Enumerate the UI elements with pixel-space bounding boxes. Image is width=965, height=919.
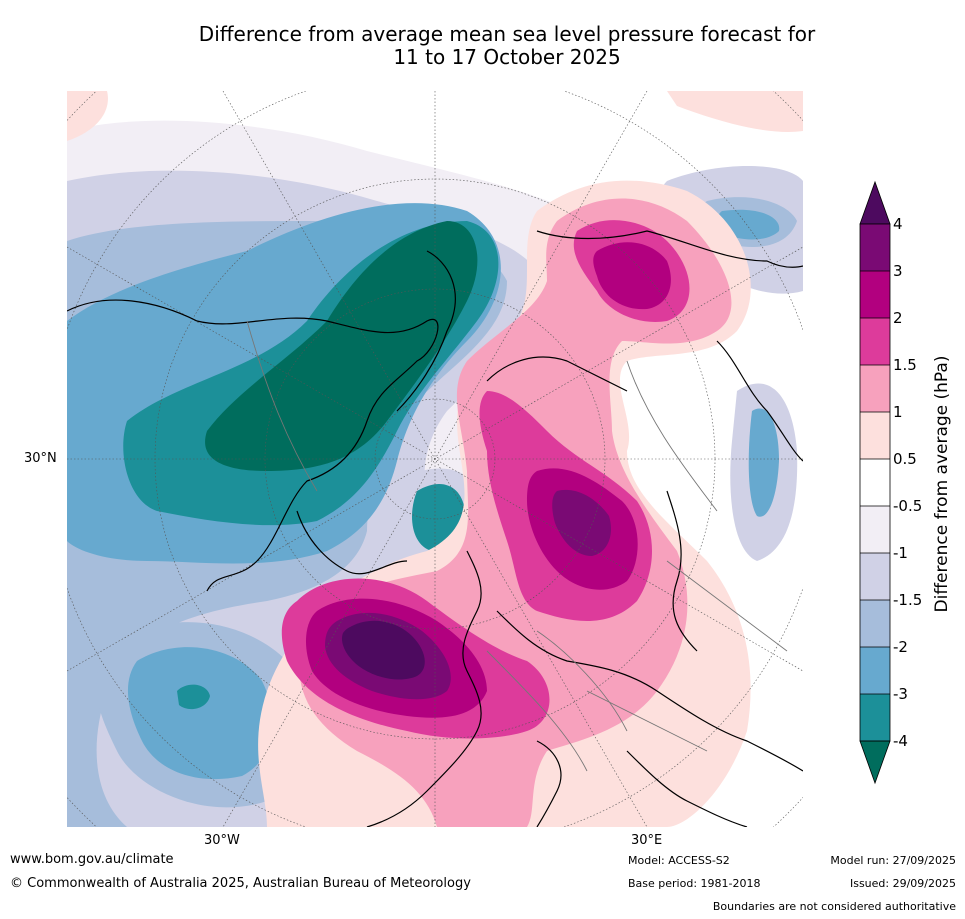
anomaly-gt4 xyxy=(341,620,425,680)
map-title-line2: 11 to 17 October 2025 xyxy=(393,45,621,69)
footer-disclaimer: Boundaries are not considered authoritat… xyxy=(712,900,956,913)
anomaly-sw-m3 xyxy=(127,647,273,780)
anomaly-lt-m4 xyxy=(205,221,478,471)
colorbar-extend-bottom xyxy=(859,740,891,785)
colorbar-neutral xyxy=(860,459,890,506)
footer-copyright: © Commonwealth of Australia 2025, Austra… xyxy=(10,876,471,891)
colorbar xyxy=(859,180,891,785)
footer-model: Model: ACCESS-S2 xyxy=(628,854,730,867)
colorbar-tick: -2 xyxy=(893,638,908,656)
anomaly-ne-p0_5 xyxy=(667,91,803,132)
colorbar-tick: -1 xyxy=(893,544,908,562)
colorbar-tick: 0.5 xyxy=(893,450,917,468)
graticule xyxy=(67,91,803,827)
lon-label-30w: 30°W xyxy=(204,833,240,848)
footer-base-period: Base period: 1981-2018 xyxy=(628,877,761,890)
footer-website: www.bom.gov.au/climate xyxy=(10,852,174,867)
colorbar-tick: 4 xyxy=(893,215,903,233)
borders xyxy=(246,320,788,772)
colorbar-1_5_2 xyxy=(860,318,890,365)
colorbar-tick: -4 xyxy=(893,732,908,750)
pressure-anomaly-map xyxy=(67,91,803,827)
colorbar-extend-top xyxy=(859,180,891,225)
colorbar-0_5_1 xyxy=(860,412,890,459)
map-title-line1: Difference from average mean sea level p… xyxy=(198,22,816,46)
footer-model-run: Model run: 27/09/2025 xyxy=(830,854,956,867)
lon-label-30e: 30°E xyxy=(631,833,663,848)
anomaly-east2-m3 xyxy=(748,408,779,517)
colorbar-m4_m3 xyxy=(860,694,890,741)
lat-label-30n: 30°N xyxy=(24,451,57,466)
colorbar-2_3 xyxy=(860,271,890,318)
colorbar-tick: -0.5 xyxy=(893,497,923,515)
anomaly-nw-p0_5 xyxy=(67,91,108,141)
colorbar-1_1_5 xyxy=(860,365,890,412)
colorbar-m1_m0_5 xyxy=(860,506,890,553)
colorbar-tick: 2 xyxy=(893,309,903,327)
colorbar-tick: -3 xyxy=(893,685,908,703)
colorbar-tick: 1.5 xyxy=(893,356,917,374)
colorbar-m2_m1_5 xyxy=(860,600,890,647)
footer-issued: Issued: 29/09/2025 xyxy=(849,877,956,890)
coastlines xyxy=(67,230,803,827)
colorbar-m1_5_m1 xyxy=(860,553,890,600)
colorbar-tick: 3 xyxy=(893,262,903,280)
colorbar-tick: -1.5 xyxy=(893,591,923,609)
colorbar-m3_m2 xyxy=(860,647,890,694)
colorbar-3_4 xyxy=(860,224,890,271)
colorbar-title: Difference from average (hPa) xyxy=(932,355,952,613)
colorbar-tick: 1 xyxy=(893,403,903,421)
anomaly-sw-m4 xyxy=(177,684,210,710)
